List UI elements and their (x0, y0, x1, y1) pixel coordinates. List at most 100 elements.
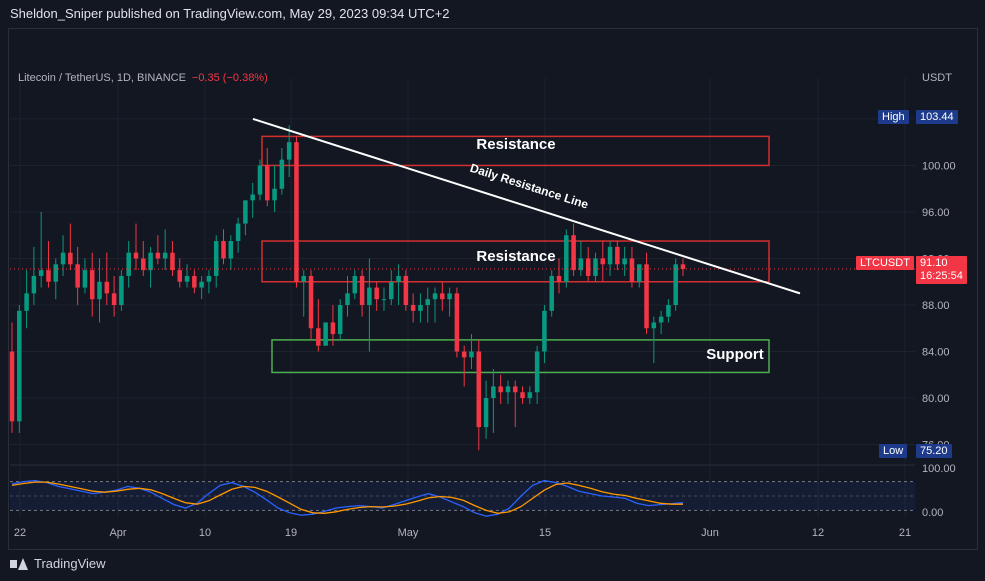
candle-body (512, 386, 518, 393)
candle-body (418, 305, 423, 311)
low-tag: Low (879, 444, 908, 458)
candle-body (352, 275, 358, 294)
trendline-label: Daily Resistance Line (468, 161, 590, 212)
resistance-mid-label: Resistance (476, 248, 555, 265)
candle-body (396, 275, 401, 282)
resistance-zone (261, 135, 770, 167)
candle-body (345, 293, 350, 306)
candle-body (629, 258, 635, 282)
y-tick-label: 88.00 (922, 300, 950, 312)
candle-body (221, 241, 226, 259)
resistance-top-label: Resistance (476, 136, 555, 153)
candle-body (294, 142, 299, 282)
candle-body (593, 258, 598, 276)
low-value-tag: 75.20 (916, 444, 952, 458)
ticker-tag: LTCUSDT (856, 256, 914, 270)
x-tick-label: Jun (701, 527, 719, 539)
candle-body (155, 252, 161, 259)
candle-body (206, 275, 212, 282)
candle-body (425, 299, 430, 306)
candle-body (148, 252, 153, 271)
candle-body (476, 351, 482, 428)
x-tick-label: 10 (199, 527, 211, 539)
high-value: 103.44 (920, 111, 954, 123)
candle-body (374, 287, 379, 300)
candle-body (556, 275, 562, 282)
candle-body (403, 275, 409, 306)
candle-body (432, 293, 438, 300)
candle-body (250, 194, 255, 201)
price-change: −0.35 (−0.38%) (191, 72, 268, 84)
y-tick-label: 80.00 (922, 393, 950, 405)
candle-body (228, 241, 234, 259)
candle-body (60, 252, 66, 265)
candle-body (520, 392, 525, 399)
oscillator-tick-label: 0.00 (922, 507, 943, 519)
bar-countdown: 16:25:54 (920, 270, 963, 282)
candle-body (279, 159, 285, 189)
candle-body (162, 252, 168, 259)
candle-body (53, 264, 59, 282)
candle-body (192, 275, 197, 288)
candle-body (491, 386, 496, 399)
support-zone (271, 339, 770, 374)
candle-body (564, 235, 569, 282)
candle-body (615, 246, 620, 265)
candle-body (673, 264, 678, 306)
candle-body (367, 287, 372, 306)
x-tick-label: 21 (899, 527, 911, 539)
candle-body (257, 165, 263, 195)
oscillator-d-line (11, 481, 683, 514)
candle-body (38, 270, 44, 276)
candle-body (68, 252, 73, 265)
candle-body (301, 275, 307, 282)
candle-body (381, 299, 387, 301)
candle-body (272, 188, 277, 201)
candle-body (607, 246, 613, 265)
chart-frame[interactable] (8, 28, 978, 550)
candle-body (636, 264, 642, 282)
candle-body (505, 386, 511, 393)
candle-body (542, 310, 547, 352)
high-label: High (882, 111, 905, 123)
candle-body (469, 351, 474, 358)
trendline (252, 117, 801, 295)
current-price: 91.10 (920, 257, 948, 269)
ticker-label: LTCUSDT (860, 257, 910, 269)
candle-body (141, 258, 146, 271)
candle-body (177, 270, 183, 282)
candle-body (31, 275, 37, 294)
high-value-tag: 103.44 (916, 110, 958, 124)
support-label: Support (706, 346, 764, 363)
candle-body (359, 275, 365, 306)
candle-body (440, 293, 445, 300)
candle-body (666, 305, 671, 317)
y-tick-label: 96.00 (922, 207, 950, 219)
candle-body (658, 316, 664, 323)
candle-body (170, 252, 175, 271)
candle-body (89, 270, 95, 300)
oscillator-tick-label: 100.00 (922, 463, 956, 475)
candle-body (527, 392, 533, 399)
candle-body (24, 293, 29, 311)
high-tag: High (878, 110, 909, 124)
y-tick-label: 100.00 (922, 160, 956, 172)
low-label: Low (883, 445, 904, 457)
low-value: 75.20 (920, 445, 948, 457)
candle-body (75, 264, 80, 288)
candle-body (622, 258, 627, 265)
publisher-text: Sheldon_Sniper published on TradingView.… (10, 6, 450, 21)
candle-body (126, 252, 131, 276)
brand-text: TradingView (34, 556, 106, 571)
candle-body (498, 386, 503, 393)
candle-body (330, 322, 336, 335)
candle-body (184, 275, 190, 282)
footer-brand[interactable]: TradingView (10, 556, 106, 571)
candle-body (410, 305, 416, 311)
candle-body (388, 281, 394, 300)
axis-currency: USDT (922, 72, 952, 84)
x-tick-label: 19 (285, 527, 297, 539)
candle-body (447, 293, 452, 300)
candle-body (82, 270, 88, 288)
